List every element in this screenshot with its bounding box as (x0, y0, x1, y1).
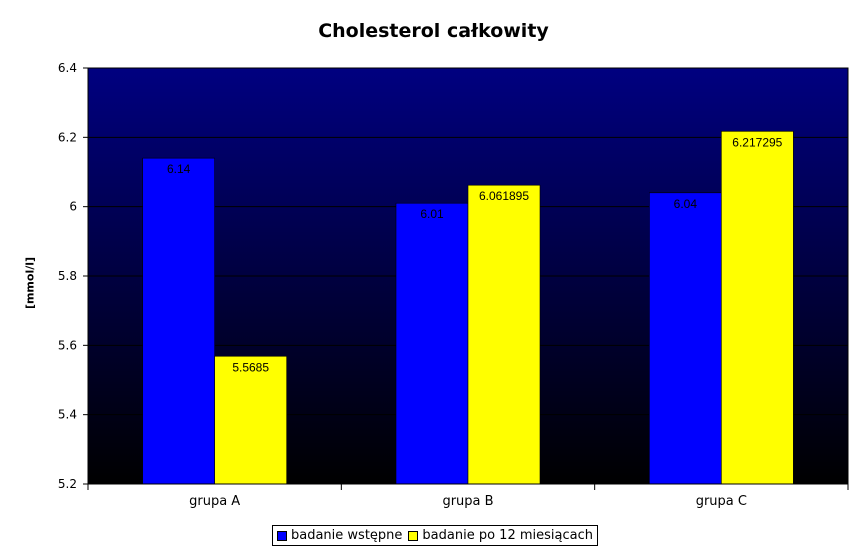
legend: badanie wstępne badanie po 12 miesiącach (272, 525, 598, 546)
bar-data-label: 6.061895 (479, 189, 529, 203)
chart-title: Cholesterol całkowity (318, 20, 549, 42)
bar-data-label: 5.5685 (232, 360, 269, 374)
x-tick-label: grupa B (442, 494, 493, 509)
legend-label: badanie po 12 miesiącach (422, 528, 593, 543)
bar-data-label: 6.14 (167, 162, 191, 176)
y-tick-label: 6.2 (58, 130, 77, 144)
bar-data-label: 6.217295 (732, 135, 782, 149)
bar (467, 184, 541, 485)
bar (142, 157, 215, 485)
y-tick-label: 5.2 (58, 477, 77, 491)
legend-item-series-2: badanie po 12 miesiącach (408, 528, 593, 543)
y-tick-label: 5.6 (58, 338, 77, 352)
legend-item-series-1: badanie wstępne (277, 528, 402, 543)
y-tick-label: 6.4 (58, 61, 77, 75)
legend-label: badanie wstępne (291, 528, 403, 543)
bar (395, 202, 469, 485)
bar (214, 355, 287, 485)
y-tick-label: 6 (69, 200, 77, 214)
bar (649, 192, 722, 485)
bar-data-label: 6.04 (674, 197, 698, 211)
bar (721, 131, 794, 485)
y-tick-label: 5.4 (58, 408, 77, 422)
bar-data-label: 6.01 (420, 207, 444, 221)
x-tick-label: grupa A (189, 494, 240, 509)
x-tick-label: grupa C (696, 494, 747, 509)
legend-swatch (277, 530, 287, 541)
y-tick-label: 5.8 (58, 269, 77, 283)
legend-swatch (408, 530, 419, 541)
